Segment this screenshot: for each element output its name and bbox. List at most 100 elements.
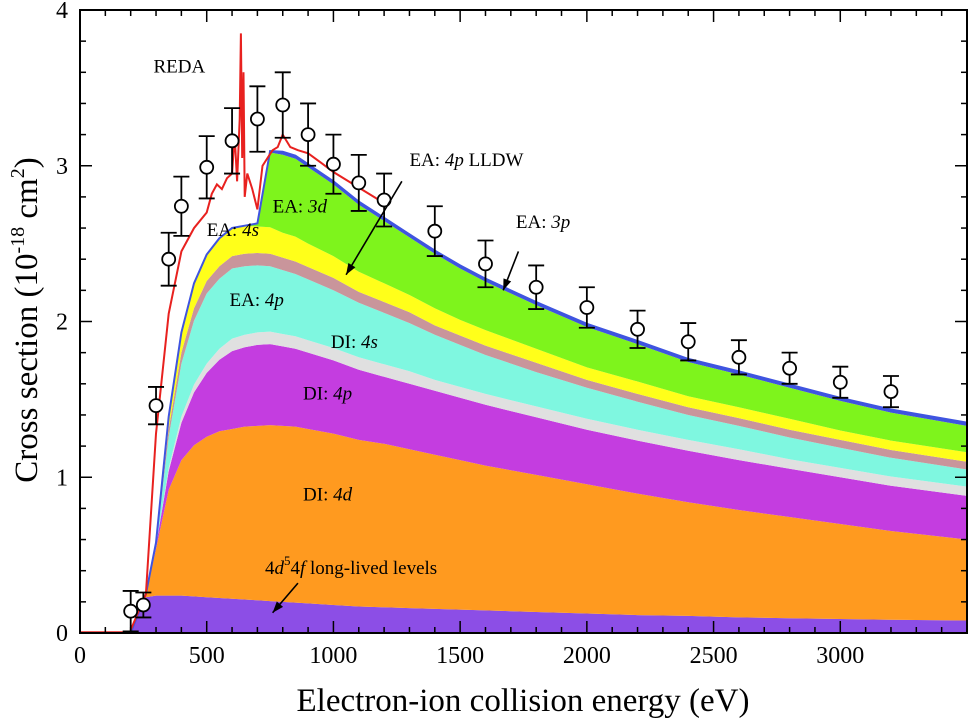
- annotation-italic: 3d: [307, 196, 328, 217]
- measured-point: [274, 71, 291, 139]
- measured-point: [730, 339, 747, 376]
- area-layer-1: [130, 425, 967, 633]
- annotation-arrow: [502, 251, 520, 291]
- annotation-text: EA:: [230, 290, 265, 311]
- annotation-label: 4d54f long-lived levels: [265, 553, 437, 579]
- y-tick-label: 3: [56, 154, 68, 180]
- y-axis-title: Cross section (10-18 cm2): [7, 157, 45, 482]
- area-layer-6: [130, 225, 967, 633]
- annotation-label: EA: 4s: [207, 220, 259, 241]
- x-tick-label: 1500: [436, 643, 484, 669]
- annotation-label: DI: 4p: [303, 383, 352, 404]
- data-marker: [630, 321, 645, 337]
- arrow-head: [346, 262, 356, 275]
- measured-point: [832, 365, 849, 399]
- data-marker: [135, 597, 151, 613]
- x-tick-label: 3000: [816, 643, 864, 669]
- y-tick-label: 4: [56, 0, 68, 24]
- measured-point: [629, 309, 646, 349]
- data-marker: [528, 279, 544, 295]
- annotation-label: DI: 4s: [331, 332, 378, 353]
- data-marker: [300, 127, 316, 143]
- annotation-italic: 4s: [361, 332, 378, 353]
- annotation-text: DI:: [331, 332, 361, 353]
- arrow-head: [272, 601, 284, 613]
- axis-ticks: 0 500 1000 1500 2000 2500 3000 0 1 2 3 4: [56, 0, 968, 669]
- data-marker: [275, 97, 291, 113]
- measured-point: [198, 135, 215, 200]
- data-marker: [161, 251, 177, 267]
- area-layer-2: [130, 344, 967, 633]
- data-marker: [351, 175, 367, 191]
- area-layer-7: [130, 152, 967, 633]
- annotation-text: EA:: [409, 150, 444, 171]
- annotation-text: 4: [291, 558, 301, 579]
- measured-point: [160, 231, 177, 287]
- measured-point: [781, 351, 798, 385]
- data-marker: [199, 159, 215, 175]
- annotation-label: EA: 4p: [230, 290, 284, 311]
- data-marker: [680, 334, 696, 350]
- area-layer-3: [130, 331, 967, 633]
- data-marker: [883, 384, 899, 399]
- annotation-arrow: [271, 582, 299, 614]
- x-tick-label: 2500: [690, 643, 738, 669]
- data-marker: [427, 223, 443, 239]
- x-tick-label: 500: [189, 643, 225, 669]
- measured-point: [135, 591, 152, 619]
- data-marker: [579, 300, 595, 315]
- measured-points-group: [122, 71, 899, 633]
- annotation-text: 4: [265, 558, 275, 579]
- data-marker: [326, 156, 341, 172]
- measured-point: [173, 175, 190, 237]
- annotation-text: EA:: [207, 220, 242, 241]
- y-tick-label: 2: [56, 310, 68, 336]
- annotation-text: DI:: [303, 383, 333, 404]
- x-tick-label: 2000: [563, 643, 611, 669]
- annotation-arrows: [271, 180, 520, 614]
- y-axis-title-end: ): [9, 157, 45, 168]
- annotation-suffix: LLDW: [464, 150, 524, 171]
- area-layer-4: [130, 265, 967, 633]
- y-axis-title-exp1: -18: [7, 227, 29, 254]
- annotation-label: EA: 4p LLDW: [409, 150, 523, 171]
- annotation-italic: 4d: [333, 485, 353, 506]
- y-tick-label: 1: [56, 465, 68, 491]
- x-tick-label: 1000: [309, 643, 357, 669]
- annotation-italic: d: [275, 558, 285, 579]
- annotation-label: EA: 3d: [273, 196, 328, 217]
- annotation-italic: 4p: [445, 150, 464, 171]
- data-marker: [123, 603, 139, 619]
- y-axis-title-main: Cross section (10: [9, 254, 45, 483]
- annotation-label: DI: 4d: [303, 485, 353, 506]
- data-marker: [478, 256, 493, 272]
- measured-point: [224, 107, 241, 175]
- annotation-arrow: [345, 180, 403, 276]
- annotation-italic: 4p: [265, 290, 284, 311]
- annotation-text: EA:: [273, 196, 308, 217]
- data-marker: [148, 398, 164, 414]
- annotation-italic: f: [300, 558, 308, 579]
- annotation-text: DI:: [303, 485, 333, 506]
- y-axis-title-exp2: 2: [7, 168, 29, 178]
- annotation-italic: 3p: [550, 212, 570, 233]
- measured-point: [376, 172, 393, 228]
- data-marker: [782, 360, 797, 376]
- data-marker: [832, 374, 848, 390]
- y-tick-label: 0: [56, 621, 68, 647]
- data-marker: [731, 349, 747, 365]
- measured-point: [578, 286, 595, 329]
- arrow-head: [503, 278, 512, 291]
- arrow-shaft: [345, 180, 403, 276]
- annotation-text: REDA: [153, 56, 205, 77]
- annotation-suffix: long-lived levels: [305, 558, 437, 579]
- annotation-label: REDA: [153, 56, 205, 77]
- x-axis-title: Electron-ion collision energy (eV): [297, 683, 750, 719]
- annotation-sup: 5: [284, 553, 291, 568]
- measured-point: [350, 153, 367, 212]
- measured-point: [680, 322, 697, 362]
- measured-point: [882, 375, 899, 409]
- measured-point: [148, 386, 165, 426]
